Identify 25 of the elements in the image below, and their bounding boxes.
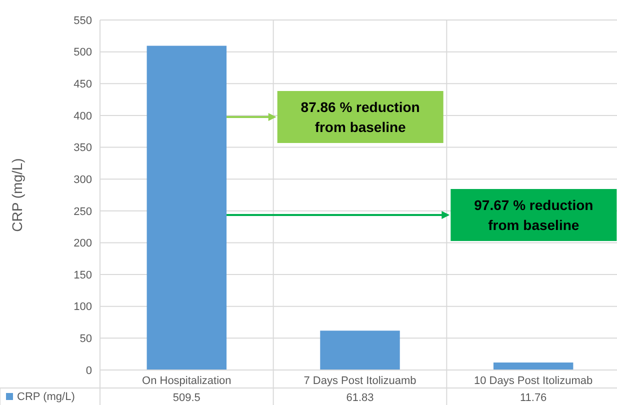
data-label: 509.5 [172,392,200,404]
y-tick-label: 150 [74,269,92,282]
x-tick-label: On Hospitalization [142,375,232,387]
bar [146,46,227,370]
x-tick-label: 7 Days Post Itolizuamb [304,375,416,387]
annotation: 97.67 % reduction from baseline [474,197,594,233]
y-tick-label: 450 [74,78,92,90]
data-label: 11.76 [520,392,547,404]
x-tick-label: 10 Days Post Itolizumab [474,375,593,387]
y-tick-label: 350 [74,142,92,154]
y-tick-label: 300 [74,174,92,186]
y-tick-label: 0 [86,364,92,377]
bar [320,330,400,370]
legend-label: CRP (mg/L) [17,391,75,403]
y-tick-label: 550 [74,14,92,27]
data-label: 61.83 [346,392,374,404]
y-axis-title: CRP (mg/L) [9,158,25,232]
y-tick-label: 100 [74,301,92,314]
y-tick-label: 200 [74,238,92,250]
bar [493,362,574,370]
y-tick-label: 250 [74,206,92,218]
annotation: 87.86 % reduction from baseline [300,99,420,135]
y-tick-label: 50 [80,333,92,346]
y-tick-label: 400 [74,110,92,122]
y-tick-label: 500 [74,46,92,59]
